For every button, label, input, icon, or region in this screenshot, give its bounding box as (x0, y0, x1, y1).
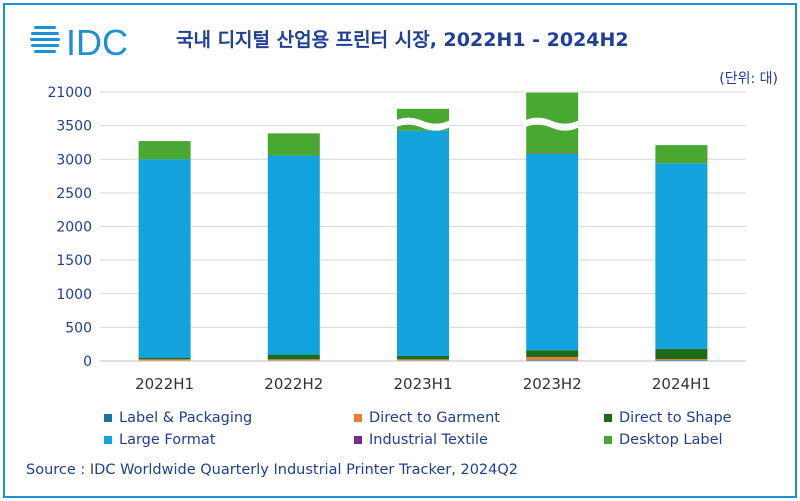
legend-item-direct-to-shape: Direct to Shape (604, 410, 732, 426)
y-tick-label: 500 (65, 320, 92, 336)
idc-globe-icon: IDC (30, 22, 128, 63)
chart-title: 국내 디지털 산업용 프린터 시장, 2022H1 - 2024H2 (176, 29, 629, 51)
unit-label: (단위: 대) (719, 71, 778, 87)
legend-label: Direct to Shape (619, 410, 732, 426)
bar-segment (526, 153, 579, 154)
y-tick-label: 0 (83, 354, 92, 370)
legend-swatch (104, 414, 112, 422)
legend-swatch (604, 436, 612, 444)
y-tick-label: 3500 (56, 119, 92, 135)
bar-segment (267, 354, 320, 360)
bar-segment (138, 141, 191, 160)
x-tick-label: 2022H1 (135, 375, 194, 393)
x-tick-label: 2023H2 (523, 375, 582, 393)
axis-break-marker (395, 117, 449, 131)
bar-segment (397, 130, 449, 356)
y-tick-label: 2000 (56, 220, 92, 236)
legend-item-large-format: Large Format (104, 432, 216, 448)
x-tick-label: 2023H1 (394, 375, 453, 393)
bar-segment (655, 348, 708, 359)
legend-item-label-packaging: Label & Packaging (104, 410, 252, 426)
idc-logo: IDC (30, 18, 150, 63)
bar-segment (267, 359, 320, 361)
bar-segment (138, 359, 191, 361)
y-tick-label: 1500 (56, 253, 92, 269)
bar-segment (526, 350, 579, 357)
legend-item-industrial-textile: Industrial Textile (354, 432, 488, 448)
bar-segment (526, 153, 579, 351)
y-tick-label: 1000 (56, 287, 92, 303)
legend-item-desktop-label: Desktop Label (604, 432, 723, 448)
bar-segment (138, 159, 191, 358)
x-tick-label: 2022H2 (264, 375, 323, 393)
legend-label: Large Format (119, 432, 216, 448)
bar-segment (397, 359, 449, 361)
legend-label: Label & Packaging (119, 410, 253, 426)
legend-swatch (104, 436, 112, 444)
bar-segment (655, 359, 708, 361)
legend-label: Desktop Label (619, 432, 723, 448)
logo-text: IDC (66, 22, 128, 62)
y-tick-label: 21000 (47, 85, 92, 101)
y-tick-label: 3000 (56, 152, 92, 168)
y-tick-label: 2500 (56, 186, 92, 202)
legend-label: Direct to Garment (369, 410, 500, 426)
legend-swatch (354, 414, 362, 422)
bar-segment (267, 133, 320, 156)
legend-swatch (354, 436, 362, 444)
bar-segment (267, 155, 320, 355)
legend-label: Industrial Textile (369, 432, 488, 448)
bar-segment (526, 356, 579, 360)
bar-segment (526, 359, 579, 361)
bar-segment (655, 358, 708, 360)
axis-break-marker (524, 117, 579, 131)
bar-segment (655, 145, 708, 164)
legend-swatch (604, 414, 612, 422)
bar-segment (138, 357, 191, 360)
legend-item-direct-to-garment: Direct to Garment (354, 410, 500, 426)
bar-segment (397, 355, 449, 360)
source-note: Source : IDC Worldwide Quarterly Industr… (26, 462, 519, 478)
bar-segment (655, 163, 708, 349)
x-tick-label: 2024H1 (652, 375, 711, 393)
